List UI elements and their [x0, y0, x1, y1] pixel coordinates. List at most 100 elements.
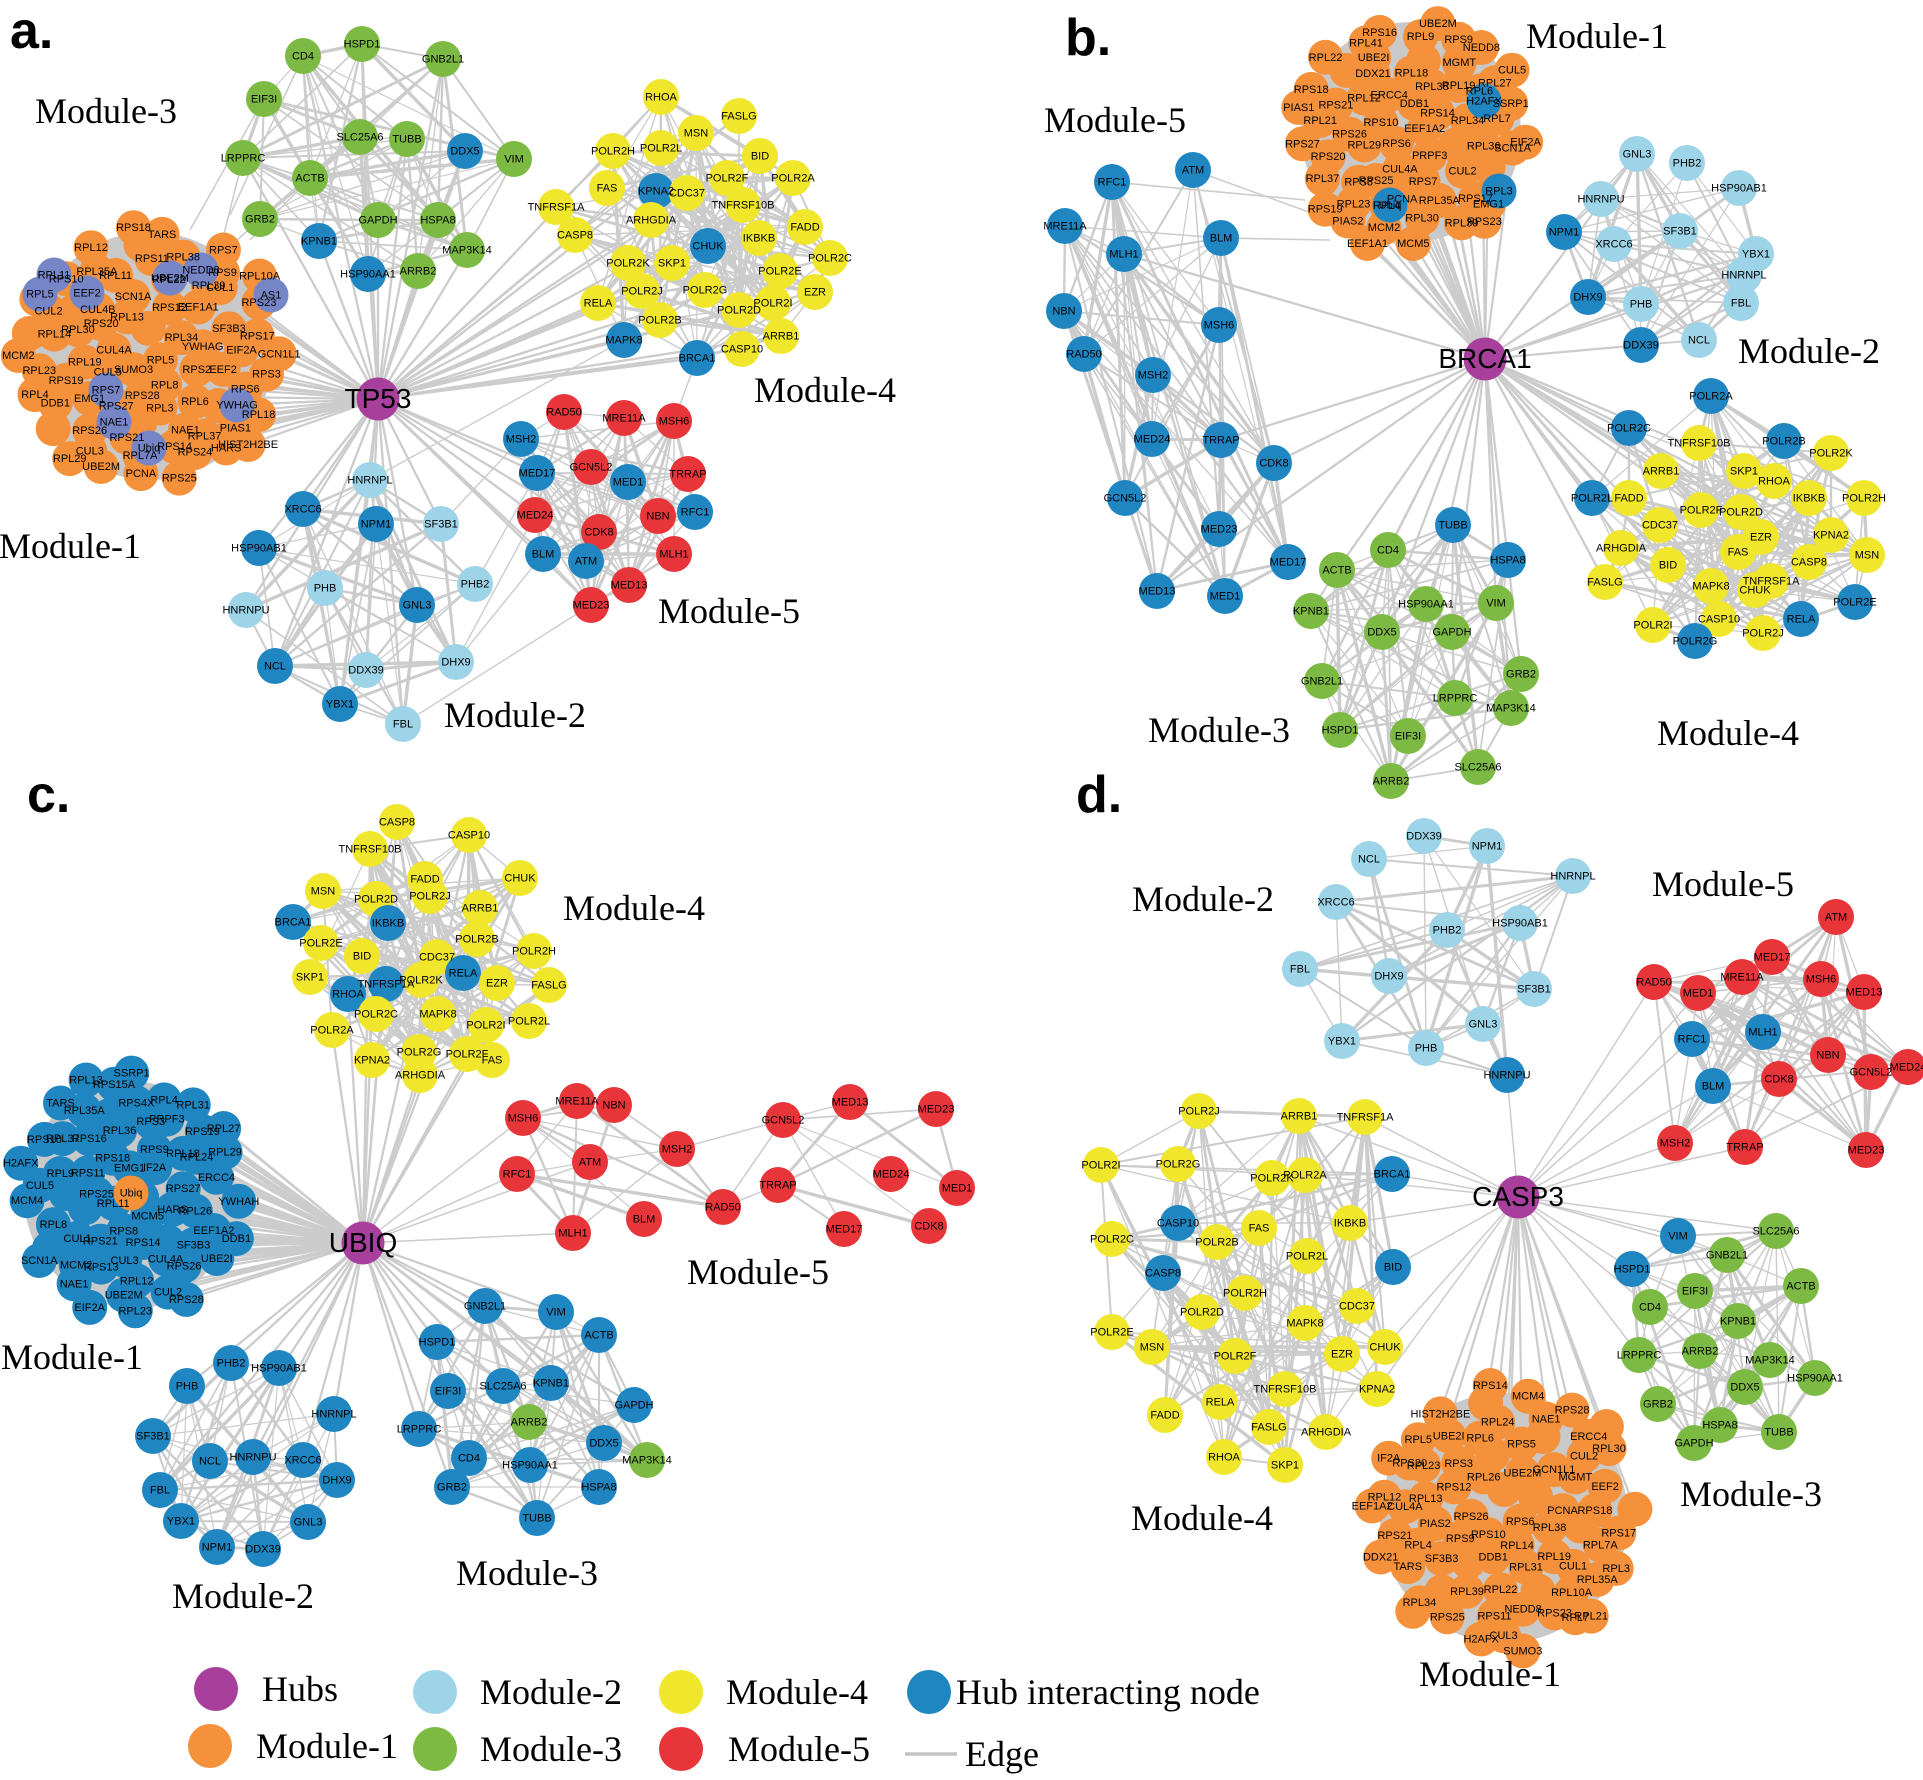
svg-text:RPL30: RPL30	[1405, 213, 1439, 225]
svg-text:RPS27: RPS27	[166, 1183, 201, 1195]
svg-text:SKP1: SKP1	[658, 258, 686, 270]
svg-text:POLR2H: POLR2H	[512, 946, 556, 958]
svg-text:TARS: TARS	[148, 229, 177, 241]
svg-text:RPL3: RPL3	[146, 403, 174, 415]
svg-text:PRPF3: PRPF3	[149, 1114, 184, 1126]
svg-text:RPL35A: RPL35A	[64, 1105, 106, 1117]
svg-text:HNRNPU: HNRNPU	[1483, 1070, 1530, 1082]
svg-text:RPL3: RPL3	[1602, 1563, 1630, 1575]
svg-text:RPL27: RPL27	[207, 1123, 241, 1135]
svg-text:UBE2I: UBE2I	[1358, 52, 1390, 64]
svg-text:RPL8: RPL8	[40, 1219, 68, 1231]
svg-text:MSH2: MSH2	[506, 434, 537, 446]
svg-text:RPL13: RPL13	[1409, 1493, 1443, 1505]
svg-text:POLR2F: POLR2F	[1214, 1351, 1257, 1363]
svg-text:Module-5: Module-5	[1652, 864, 1794, 904]
svg-text:CHUK: CHUK	[692, 241, 724, 253]
svg-text:RPS28: RPS28	[1555, 1405, 1590, 1417]
svg-text:DDX5: DDX5	[1367, 627, 1396, 639]
svg-text:Module-3: Module-3	[456, 1553, 598, 1593]
svg-text:GNL3: GNL3	[1623, 149, 1652, 161]
svg-text:RPS10: RPS10	[27, 1134, 62, 1146]
svg-text:MED13: MED13	[1139, 586, 1176, 598]
svg-text:POLR2B: POLR2B	[455, 934, 498, 946]
svg-text:CASP10: CASP10	[1698, 614, 1740, 626]
svg-text:CUL2: CUL2	[1449, 166, 1477, 178]
svg-text:RPS16: RPS16	[1362, 27, 1397, 39]
svg-text:RPL14: RPL14	[38, 329, 72, 341]
svg-text:RPS25: RPS25	[1359, 175, 1394, 187]
svg-text:POLR2L: POLR2L	[1571, 493, 1613, 505]
svg-text:NBN: NBN	[602, 1100, 625, 1112]
svg-text:POLR2J: POLR2J	[1742, 628, 1784, 640]
svg-text:RPL29: RPL29	[1347, 140, 1381, 152]
svg-text:RPL23: RPL23	[118, 1305, 152, 1317]
svg-text:POLR2C: POLR2C	[1090, 1234, 1134, 1246]
svg-text:YBX1: YBX1	[167, 1516, 195, 1528]
svg-text:HSP90AA1: HSP90AA1	[1398, 599, 1454, 611]
svg-text:GRB2: GRB2	[245, 214, 275, 226]
svg-text:SSRP1: SSRP1	[1493, 98, 1529, 110]
svg-text:HSP90AB1: HSP90AB1	[1711, 183, 1767, 195]
svg-text:RPL7: RPL7	[1483, 113, 1511, 125]
svg-text:KPNB1: KPNB1	[1293, 606, 1329, 618]
svg-text:UBE2M: UBE2M	[105, 1290, 143, 1302]
svg-text:CUL5: CUL5	[26, 1180, 54, 1192]
svg-text:VIM: VIM	[504, 154, 524, 166]
svg-text:POLR2I: POLR2I	[1081, 1160, 1120, 1172]
svg-text:POLR2D: POLR2D	[1719, 507, 1763, 519]
svg-text:TRRAP: TRRAP	[759, 1180, 796, 1192]
svg-text:XRCC6: XRCC6	[284, 1455, 321, 1467]
svg-text:RPS9: RPS9	[140, 1144, 169, 1156]
svg-text:MCM4: MCM4	[11, 1195, 43, 1207]
svg-text:MSH6: MSH6	[508, 1113, 539, 1125]
svg-text:RPL11: RPL11	[97, 1198, 130, 1210]
svg-text:RPL23: RPL23	[1337, 198, 1371, 210]
svg-text:POLR2H: POLR2H	[591, 146, 635, 158]
svg-text:XRCC6: XRCC6	[1317, 897, 1354, 909]
svg-text:MCM4: MCM4	[1512, 1391, 1544, 1403]
svg-text:Module-5: Module-5	[687, 1252, 829, 1292]
svg-text:UBE2M: UBE2M	[151, 273, 189, 285]
svg-text:MCM5: MCM5	[132, 1211, 164, 1223]
svg-text:SKP1: SKP1	[1730, 466, 1758, 478]
svg-text:PHB: PHB	[314, 583, 337, 595]
svg-text:RPL23: RPL23	[22, 365, 56, 377]
svg-text:HSPA8: HSPA8	[1702, 1420, 1737, 1432]
svg-text:DDX39: DDX39	[1406, 831, 1441, 843]
svg-text:HSP90AA1: HSP90AA1	[1787, 1373, 1843, 1385]
svg-text:RELA: RELA	[449, 968, 478, 980]
svg-text:Module-2: Module-2	[1132, 879, 1274, 919]
svg-text:ARRB2: ARRB2	[511, 1417, 548, 1429]
svg-text:POLR2G: POLR2G	[1673, 636, 1718, 648]
svg-text:IKBKB: IKBKB	[1334, 1218, 1366, 1230]
svg-text:RPL12: RPL12	[74, 242, 108, 254]
svg-text:MED24: MED24	[517, 510, 554, 522]
svg-text:PCNA: PCNA	[1387, 193, 1418, 205]
svg-text:IF2A: IF2A	[143, 1162, 167, 1174]
svg-text:GNL3: GNL3	[294, 1517, 323, 1529]
svg-text:MLH1: MLH1	[1109, 249, 1138, 261]
svg-text:TUBB: TUBB	[1764, 1427, 1793, 1439]
svg-text:HNRNPL: HNRNPL	[1721, 270, 1766, 282]
svg-text:FASLG: FASLG	[721, 111, 756, 123]
svg-text:d.: d.	[1076, 766, 1122, 824]
svg-text:RPL12: RPL12	[1347, 93, 1381, 105]
svg-text:RHOA: RHOA	[645, 92, 677, 104]
svg-text:RPS24: RPS24	[178, 447, 213, 459]
svg-text:BRCA1: BRCA1	[1374, 1169, 1411, 1181]
svg-text:RPS6: RPS6	[1382, 138, 1411, 150]
svg-text:SF3B3: SF3B3	[177, 1239, 211, 1251]
svg-text:RPL19: RPL19	[1442, 80, 1476, 92]
svg-text:LRPPRC: LRPPRC	[397, 1424, 442, 1436]
svg-text:BID: BID	[353, 951, 371, 963]
svg-text:MED17: MED17	[1754, 952, 1791, 964]
svg-text:EMG1: EMG1	[1473, 198, 1504, 210]
svg-text:GRB2: GRB2	[1643, 1399, 1673, 1411]
svg-text:HNRNPU: HNRNPU	[229, 1452, 276, 1464]
svg-text:GNB2L1: GNB2L1	[464, 1301, 506, 1313]
svg-text:POLR2D: POLR2D	[1180, 1307, 1224, 1319]
svg-text:RHOA: RHOA	[1208, 1452, 1240, 1464]
svg-text:POLR2J: POLR2J	[1178, 1106, 1220, 1118]
svg-text:RPL37: RPL37	[46, 1133, 80, 1145]
